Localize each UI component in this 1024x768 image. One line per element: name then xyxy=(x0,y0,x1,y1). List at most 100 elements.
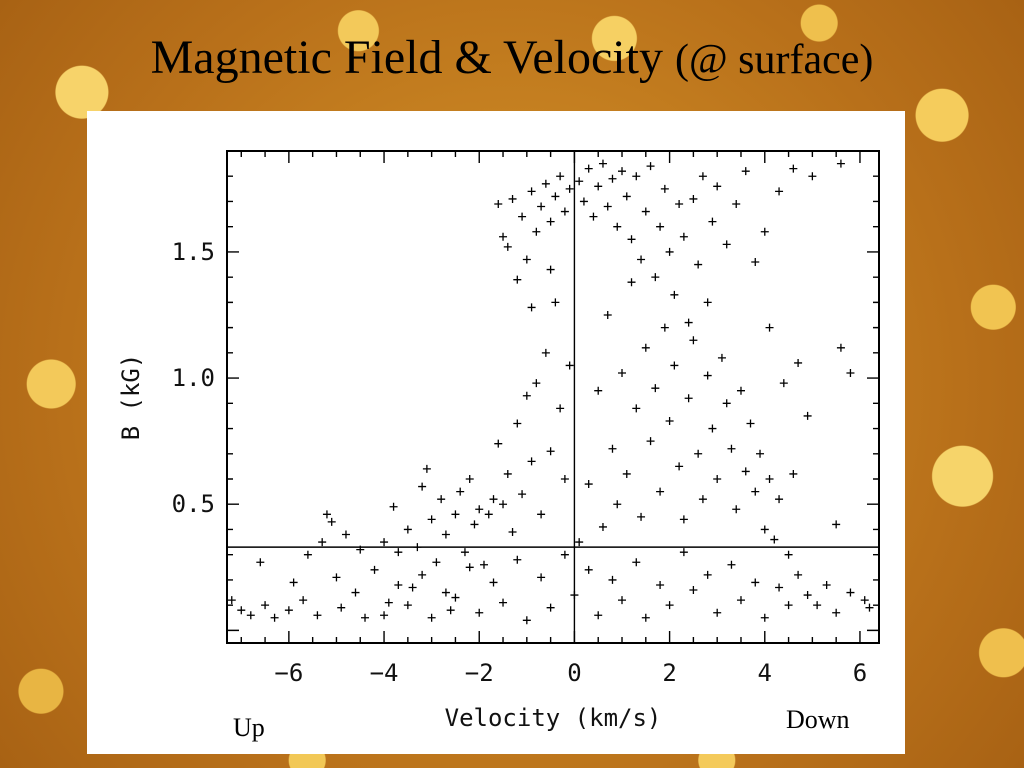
data-point xyxy=(575,538,584,547)
data-point xyxy=(494,199,503,208)
data-point xyxy=(508,527,517,536)
data-point xyxy=(551,298,560,307)
data-point xyxy=(408,583,417,592)
data-point xyxy=(618,167,627,176)
data-point xyxy=(537,573,546,582)
data-point xyxy=(613,500,622,509)
data-point xyxy=(380,611,389,620)
data-point xyxy=(641,613,650,622)
x-tick-label: 0 xyxy=(567,659,581,687)
data-point xyxy=(560,475,569,483)
slide-title: Magnetic Field & Velocity (@ surface) xyxy=(0,34,1024,82)
x-tick-label: 4 xyxy=(758,659,772,687)
data-point xyxy=(651,273,660,282)
data-point xyxy=(513,419,522,428)
data-point xyxy=(622,469,631,478)
data-point xyxy=(860,596,869,605)
data-point xyxy=(465,475,474,483)
data-point xyxy=(499,232,508,241)
plot-frame xyxy=(226,150,880,644)
data-point xyxy=(679,548,688,557)
data-point xyxy=(622,192,631,201)
data-point xyxy=(627,278,636,287)
data-point xyxy=(751,258,760,267)
data-point xyxy=(670,290,679,299)
data-point xyxy=(537,202,546,211)
data-point xyxy=(422,464,431,473)
data-point xyxy=(541,179,550,188)
data-point xyxy=(618,596,627,605)
data-point xyxy=(775,495,784,504)
data-point xyxy=(698,172,707,181)
data-point xyxy=(389,502,398,511)
scatter-chart: −6 −4 −2 0 2 4 6 0.5 1.0 1.5 Velocity (km/s) B (k… xyxy=(117,150,880,732)
data-point xyxy=(560,207,569,216)
data-point xyxy=(760,227,769,236)
tick-labels: −6 −4 −2 0 2 4 6 0.5 1.0 1.5 xyxy=(172,238,868,687)
data-point xyxy=(632,172,641,181)
title-main: Magnetic Field & Velocity xyxy=(150,31,663,84)
data-point xyxy=(722,399,731,408)
data-point xyxy=(556,404,565,413)
data-point xyxy=(565,184,574,193)
data-point xyxy=(289,578,298,587)
data-point xyxy=(446,606,455,615)
data-point xyxy=(384,598,393,607)
axis-ticks xyxy=(227,151,879,643)
data-point xyxy=(489,578,498,587)
data-point xyxy=(641,207,650,216)
data-point xyxy=(608,575,617,584)
data-point xyxy=(380,538,389,547)
title-suffix: (@ surface) xyxy=(674,37,874,83)
data-point xyxy=(594,182,603,191)
data-point xyxy=(513,555,522,564)
data-point xyxy=(237,606,246,615)
data-point xyxy=(760,613,769,622)
data-point xyxy=(560,550,569,559)
data-point xyxy=(451,510,460,519)
data-point xyxy=(679,515,688,524)
data-point xyxy=(656,580,665,589)
data-point xyxy=(727,444,736,453)
data-point xyxy=(437,495,446,504)
data-point xyxy=(741,467,750,476)
data-point xyxy=(736,596,745,605)
data-point xyxy=(760,525,769,534)
data-point xyxy=(451,593,460,602)
data-point xyxy=(575,177,584,186)
data-point xyxy=(632,404,641,413)
data-point xyxy=(708,424,717,433)
data-point xyxy=(603,202,612,211)
data-point xyxy=(484,510,493,519)
data-point xyxy=(499,500,508,509)
data-point xyxy=(579,197,588,206)
data-point xyxy=(532,227,541,236)
data-point xyxy=(670,361,679,370)
data-point xyxy=(698,495,707,504)
y-tick-label: 0.5 xyxy=(172,490,215,518)
data-point xyxy=(646,437,655,446)
data-point xyxy=(270,613,279,622)
x-tick-label: 6 xyxy=(853,659,867,687)
data-point xyxy=(703,298,712,307)
x-tick-label: −4 xyxy=(370,659,399,687)
y-axis-label: B (kG) xyxy=(117,354,145,441)
data-point xyxy=(598,522,607,531)
data-point xyxy=(765,323,774,332)
data-point xyxy=(608,174,617,183)
data-point xyxy=(713,475,722,483)
data-point xyxy=(361,613,370,622)
data-point xyxy=(432,558,441,567)
x-tick-label: 2 xyxy=(662,659,676,687)
data-point xyxy=(651,384,660,393)
data-point xyxy=(770,535,779,544)
data-point xyxy=(608,444,617,453)
data-point xyxy=(532,379,541,388)
data-point xyxy=(784,550,793,559)
data-point xyxy=(675,462,684,471)
data-point xyxy=(499,598,508,607)
data-point xyxy=(660,323,669,332)
data-point xyxy=(713,608,722,617)
x-axis-label: Velocity (km/s) xyxy=(445,704,662,732)
data-point xyxy=(751,578,760,587)
